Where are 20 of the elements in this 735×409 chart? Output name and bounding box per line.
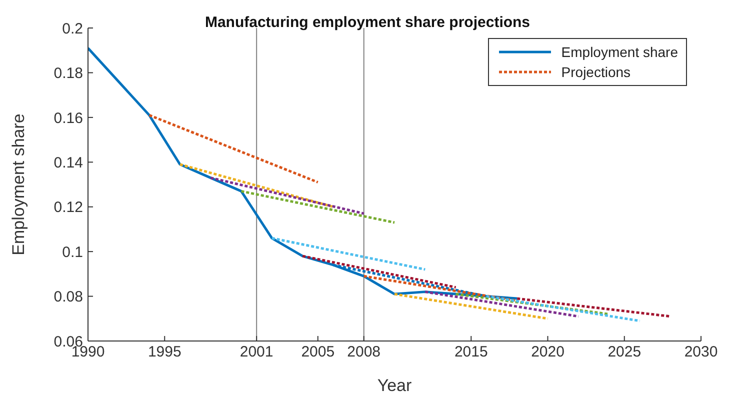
y-tick-label: 0.2 (62, 20, 83, 38)
y-axis-title: Employment share (9, 114, 28, 256)
x-tick-label: 2030 (684, 344, 718, 361)
x-tick-label: 2020 (531, 344, 564, 361)
x-axis-title: Year (377, 376, 412, 395)
y-tick-label: 0.16 (54, 110, 83, 127)
x-tick-label: 1995 (148, 344, 182, 361)
chart-title: Manufacturing employment share projections (204, 14, 530, 31)
y-tick-label: 0.1 (62, 244, 83, 261)
x-tick-label: 2025 (608, 344, 642, 361)
x-tick-label: 2008 (347, 344, 381, 361)
y-tick-label: 0.12 (54, 199, 83, 216)
y-tick-label: 0.14 (54, 154, 83, 172)
legend-label: Employment share (561, 44, 678, 60)
x-tick-label: 2005 (301, 344, 335, 361)
y-tick-label: 0.08 (54, 288, 83, 306)
legend-label: Projections (561, 64, 631, 80)
x-tick-label: 2001 (240, 344, 274, 361)
y-tick-label: 0.18 (54, 65, 83, 82)
x-tick-label: 2015 (454, 344, 488, 361)
